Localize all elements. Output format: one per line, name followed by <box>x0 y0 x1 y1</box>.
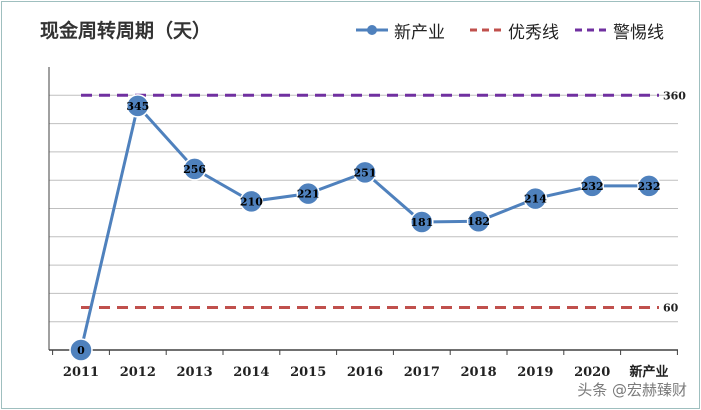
data-label: 210 <box>240 195 263 208</box>
x-tick-label: 2011 <box>63 365 99 380</box>
chart-title: 现金周转周期（天） <box>40 20 212 42</box>
data-point <box>637 174 661 198</box>
data-point <box>296 181 320 206</box>
excellent-line-label: 60 <box>663 302 679 315</box>
legend-series: 新产业 <box>356 16 445 44</box>
legend-warning-marker <box>575 28 607 32</box>
x-tick-label: 2013 <box>177 365 213 380</box>
data-point <box>126 94 150 118</box>
data-point <box>580 174 604 198</box>
data-point <box>523 186 548 211</box>
legend-series-label: 新产业 <box>394 22 445 43</box>
data-label: 181 <box>410 216 433 229</box>
x-tick-label: 新产业 <box>629 364 668 380</box>
series-line <box>79 102 649 351</box>
warning-line-label: 360 <box>663 89 686 102</box>
x-tick-label: 2014 <box>233 365 269 380</box>
data-label: 251 <box>354 166 377 179</box>
x-tick-label: 2017 <box>404 365 440 380</box>
data-point <box>69 338 93 362</box>
legend-excellent-marker <box>470 28 502 32</box>
data-point <box>410 210 434 234</box>
x-tick-label: 2018 <box>461 365 497 380</box>
legend-series-marker <box>356 25 388 35</box>
data-point <box>466 209 491 233</box>
x-tick-label: 2019 <box>517 365 553 380</box>
data-label: 214 <box>524 193 547 206</box>
data-label: 182 <box>467 215 490 228</box>
legend-excellent: 优秀线 <box>470 16 559 44</box>
x-tick-label: 2016 <box>347 365 383 380</box>
legend-warning-label: 警惕线 <box>613 22 664 43</box>
data-label: 0 <box>77 344 85 357</box>
data-label: 221 <box>297 188 320 201</box>
watermark: 头条 @宏赫臻财 <box>577 381 687 399</box>
data-label: 256 <box>183 163 206 176</box>
data-label: 345 <box>126 100 149 113</box>
x-tick-label: 2015 <box>290 365 326 380</box>
legend-excellent-label: 优秀线 <box>508 22 559 43</box>
legend-warning: 警惕线 <box>575 16 664 44</box>
data-label: 232 <box>581 180 604 193</box>
x-tick-label: 2012 <box>120 365 156 380</box>
data-point <box>353 160 377 185</box>
data-point <box>239 189 264 214</box>
data-label: 232 <box>638 180 661 193</box>
data-point <box>182 157 207 181</box>
x-tick-label: 2020 <box>574 365 610 380</box>
